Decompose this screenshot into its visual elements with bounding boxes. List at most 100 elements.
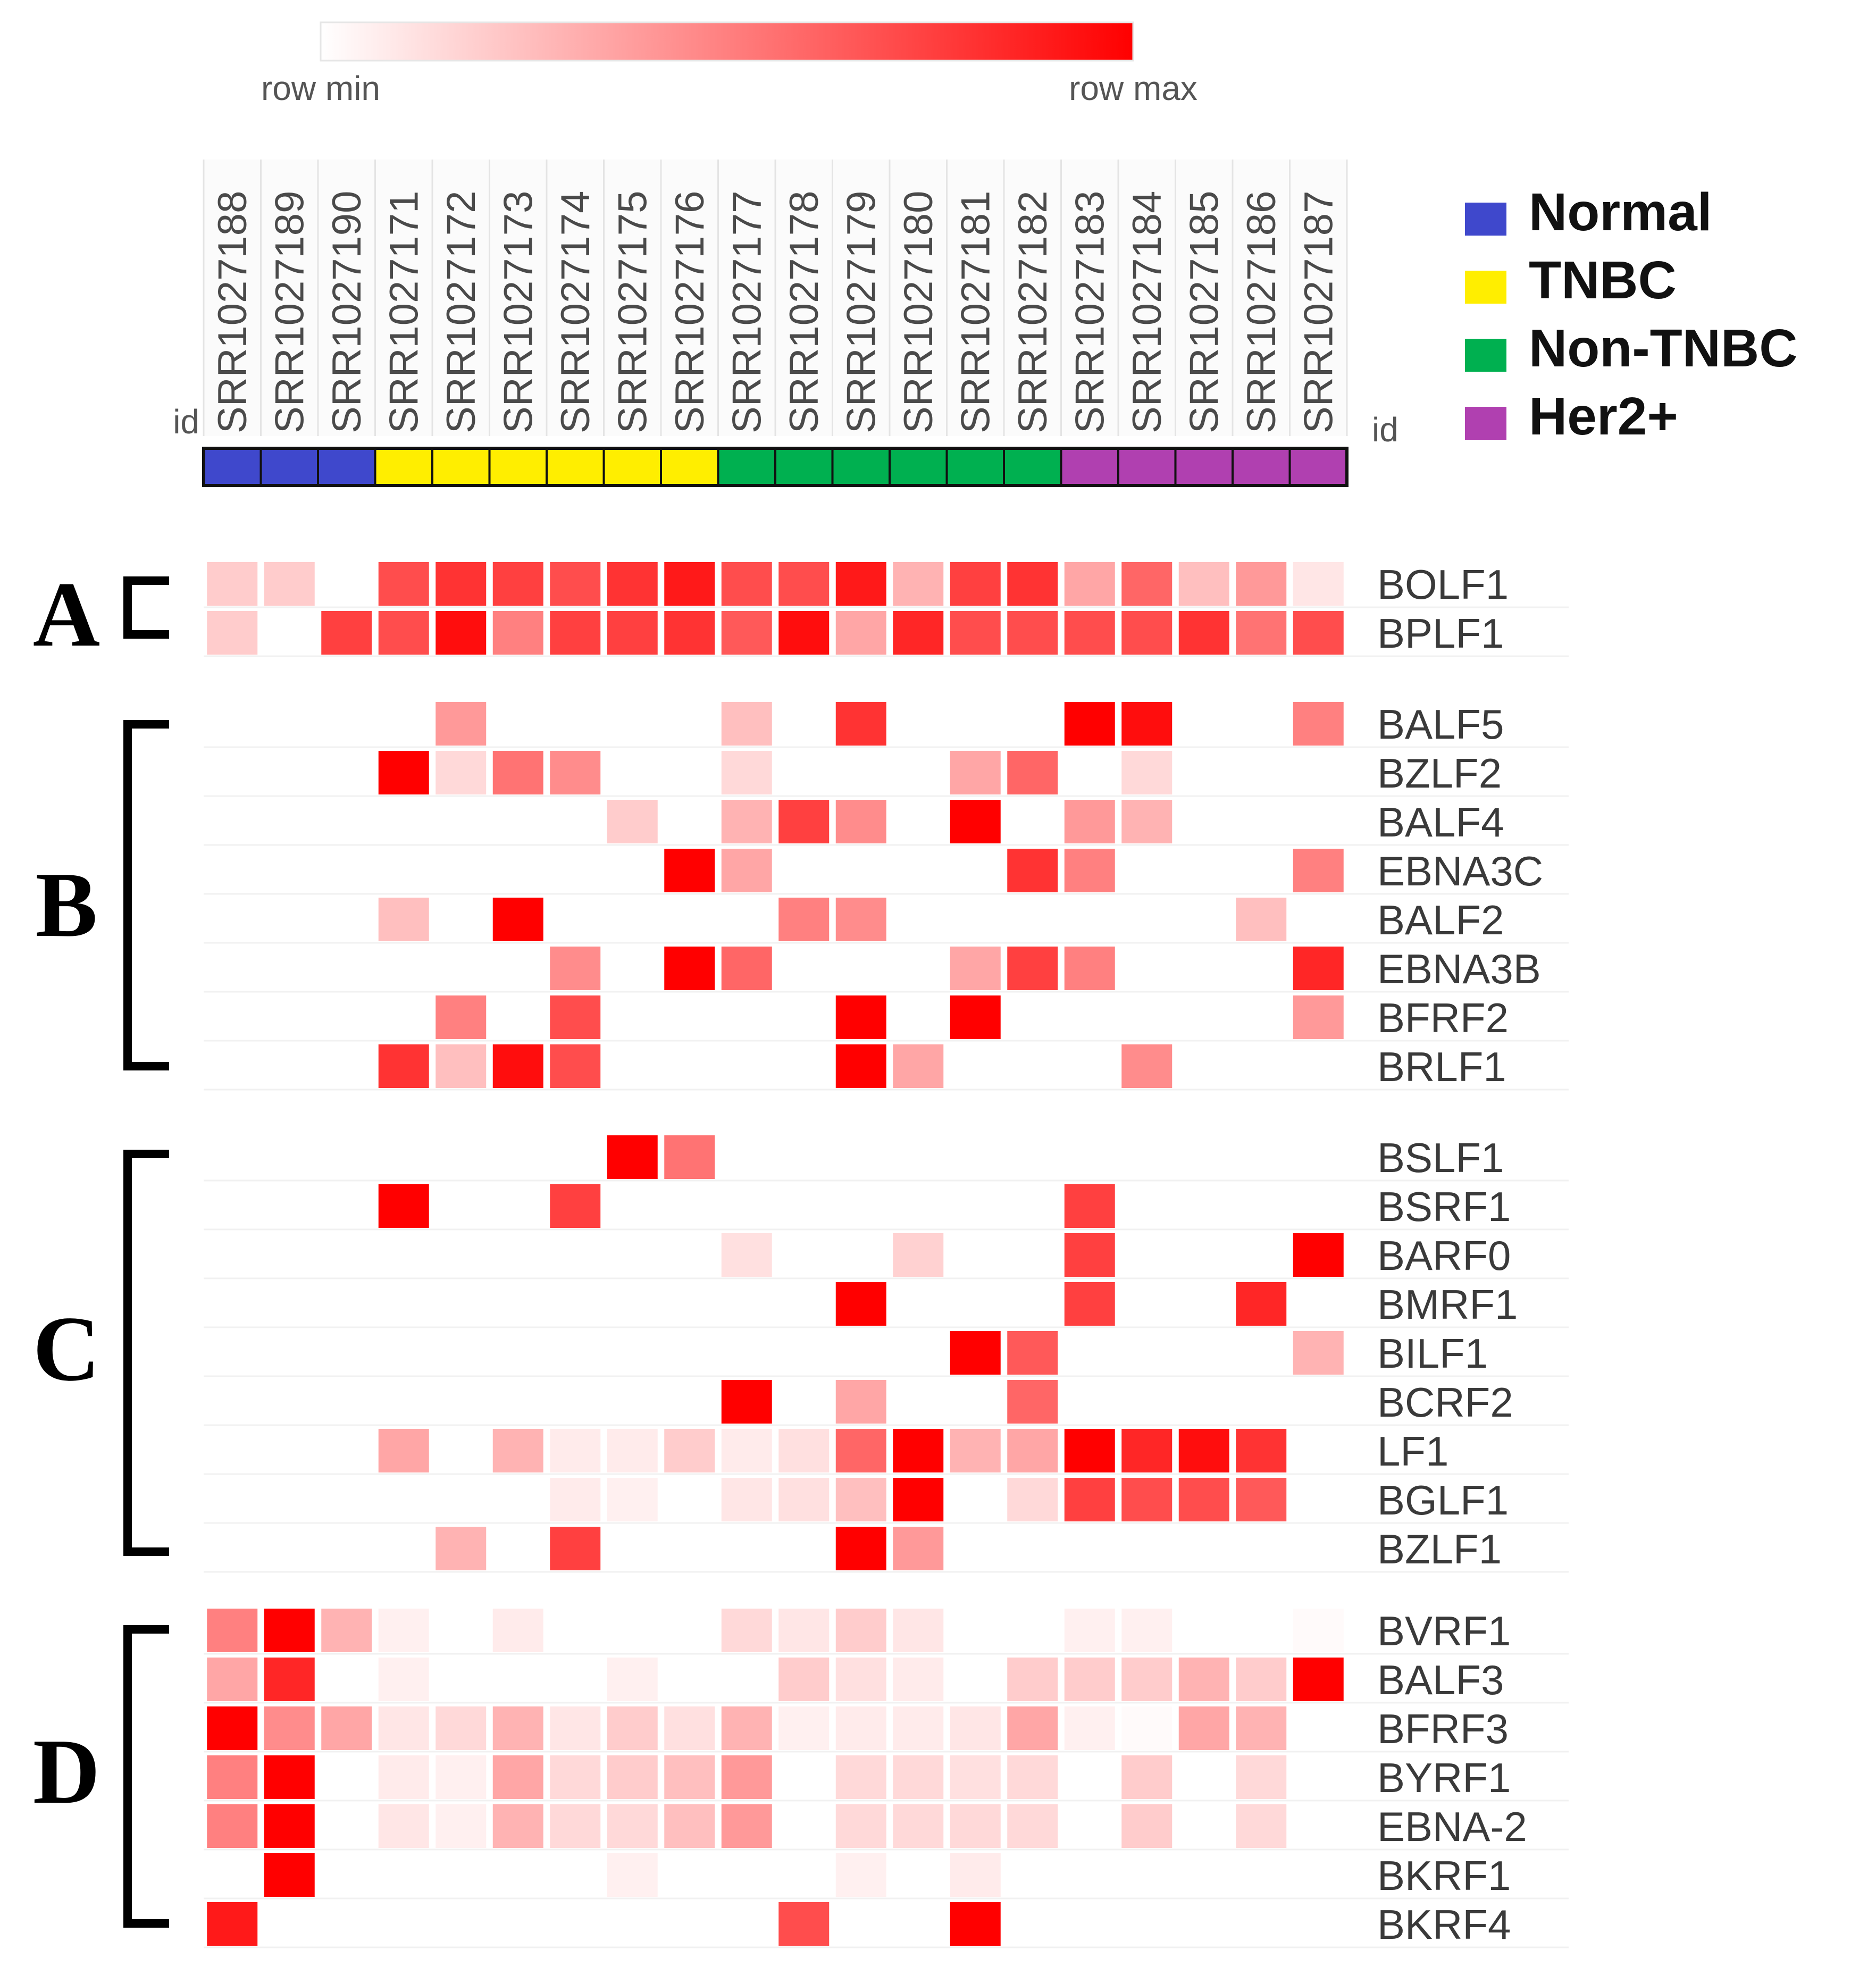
cell-byrf1-srr1027174 [550,1755,601,1799]
cell-bcrf2-srr1027179 [835,1380,886,1424]
cell-bfrf2-srr1027189 [264,995,315,1039]
group-cell-tnbc [546,447,605,487]
cell-bmrf1-srr1027185 [1178,1282,1229,1326]
gene-label-bglf1: BGLF1 [1377,1477,1509,1524]
cell-ebna3c-srr1027176 [664,849,715,892]
cell-bkrf4-srr1027190 [321,1902,372,1946]
cell-bkrf1-srr1027177 [721,1853,772,1897]
gene-label-bkrf4: BKRF4 [1377,1901,1511,1948]
cell-ebna3b-srr1027175 [607,947,658,990]
cell-balf5-srr1027179 [835,702,886,746]
cell-lf1-srr1027189 [264,1429,315,1472]
cell-byrf1-srr1027189 [264,1755,315,1799]
color-scale-bar [320,21,1134,62]
group-cell-non-tnbc [717,447,776,487]
sample-label: SRR1027188 [210,191,255,433]
cell-bglf1-srr1027175 [607,1478,658,1521]
cell-ebna-2-srr1027190 [321,1804,372,1848]
cell-bzlf2-srr1027190 [321,751,372,794]
cell-bkrf4-srr1027178 [778,1902,830,1946]
cell-brlf1-srr1027173 [492,1044,543,1088]
cell-bolf1-srr1027172 [436,562,487,606]
cell-lf1-srr1027176 [664,1429,715,1472]
gene-label-ebna3b: EBNA3B [1377,945,1541,992]
cell-bzlf2-srr1027181 [950,751,1001,794]
cell-balf2-srr1027188 [207,898,258,941]
cell-bzlf1-srr1027182 [1007,1527,1058,1570]
cell-bfrf3-srr1027183 [1064,1706,1115,1750]
cell-bglf1-srr1027190 [321,1478,372,1521]
cell-lf1-srr1027186 [1236,1429,1287,1472]
gene-label-balf2: BALF2 [1377,897,1504,943]
id-label-left: id [173,403,199,441]
cell-bfrf2-srr1027171 [378,995,429,1039]
sample-label: SRR1027174 [553,191,598,433]
cell-ebna-2-srr1027171 [378,1804,429,1848]
sample-label: SRR1027177 [724,191,769,433]
cell-bilf1-srr1027177 [721,1331,772,1375]
cell-bcrf2-srr1027178 [778,1380,830,1424]
cell-bsrf1-srr1027190 [321,1184,372,1228]
cell-balf2-srr1027172 [436,898,487,941]
cell-bplf1-srr1027184 [1121,611,1172,655]
cell-ebna3c-srr1027186 [1236,849,1287,892]
cell-bilf1-srr1027180 [893,1331,944,1375]
cell-ebna3c-srr1027189 [264,849,315,892]
cell-bcrf2-srr1027171 [378,1380,429,1424]
cell-balf2-srr1027177 [721,898,772,941]
group-cell-normal [203,447,262,487]
cell-barf0-srr1027174 [550,1233,601,1277]
cell-brlf1-srr1027185 [1178,1044,1229,1088]
cell-brlf1-srr1027186 [1236,1044,1287,1088]
cell-bkrf4-srr1027180 [893,1902,944,1946]
sample-label: SRR1027190 [324,191,370,433]
cell-bkrf4-srr1027182 [1007,1902,1058,1946]
gene-label-bmrf1: BMRF1 [1377,1281,1518,1328]
cell-bzlf1-srr1027178 [778,1527,830,1570]
cell-bfrf3-srr1027184 [1121,1706,1172,1750]
legend-label-non-tnbc: Non-TNBC [1529,319,1797,378]
cell-bilf1-srr1027189 [264,1331,315,1375]
gene-label-bfrf3: BFRF3 [1377,1705,1509,1752]
cell-bplf1-srr1027183 [1064,611,1115,655]
cell-lf1-srr1027174 [550,1429,601,1472]
cell-bkrf4-srr1027185 [1178,1902,1229,1946]
cell-lf1-srr1027182 [1007,1429,1058,1472]
sample-label: SRR1027178 [782,191,827,433]
cell-balf4-srr1027172 [436,800,487,843]
cell-bplf1-srr1027173 [492,611,543,655]
cluster-label-a: A [33,563,100,666]
cell-brlf1-srr1027180 [893,1044,944,1088]
group-cell-tnbc [660,447,719,487]
cell-bkrf1-srr1027173 [492,1853,543,1897]
cell-bmrf1-srr1027175 [607,1282,658,1326]
cell-brlf1-srr1027179 [835,1044,886,1088]
cell-ebna-2-srr1027173 [492,1804,543,1848]
cell-lf1-srr1027184 [1121,1429,1172,1472]
cell-bzlf2-srr1027178 [778,751,830,794]
cell-bkrf4-srr1027189 [264,1902,315,1946]
cell-brlf1-srr1027171 [378,1044,429,1088]
cell-bvrf1-srr1027177 [721,1609,772,1652]
cell-bglf1-srr1027174 [550,1478,601,1521]
cell-bcrf2-srr1027190 [321,1380,372,1424]
cell-balf3-srr1027181 [950,1658,1001,1701]
cell-balf4-srr1027189 [264,800,315,843]
cell-bsrf1-srr1027183 [1064,1184,1115,1228]
cell-barf0-srr1027176 [664,1233,715,1277]
sample-headers: SRR1027188 SRR1027189 SRR1027190 SRR1027171… [173,160,1398,449]
gene-labels: BOLF1BPLF1BALF5BZLF2BALF4EBNA3CBALF2EBNA… [1377,561,1543,1948]
gene-label-balf5: BALF5 [1377,701,1504,748]
cell-balf3-srr1027179 [835,1658,886,1701]
cell-ebna-2-srr1027175 [607,1804,658,1848]
cell-bplf1-srr1027171 [378,611,429,655]
cell-bkrf1-srr1027176 [664,1853,715,1897]
cell-bcrf2-srr1027174 [550,1380,601,1424]
cell-bfrf3-srr1027172 [436,1706,487,1750]
cell-balf3-srr1027186 [1236,1658,1287,1701]
cell-bkrf1-srr1027190 [321,1853,372,1897]
cell-bkrf1-srr1027182 [1007,1853,1058,1897]
cell-bvrf1-srr1027187 [1293,1609,1344,1652]
cell-ebna-2-srr1027179 [835,1804,886,1848]
cell-bkrf1-srr1027172 [436,1853,487,1897]
